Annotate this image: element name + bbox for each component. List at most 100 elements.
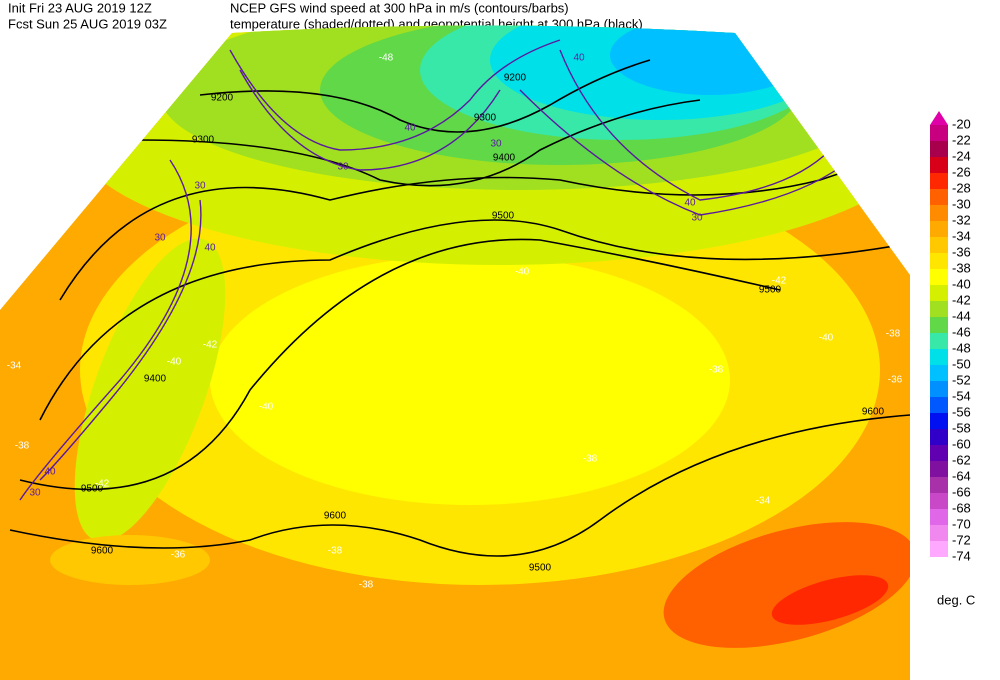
color-swatch [930,461,948,477]
height-label: 9500 [81,484,104,495]
height-contour [39,219,901,421]
legend-label: -34 [952,228,971,243]
temp-label: -34 [756,496,771,507]
map: 9200 9300 9400 9500 9500 9600 9600 9600 9500 9500… [0,25,910,680]
temp-label: -38 [359,580,374,591]
height-label: 9600 [324,511,347,522]
height-label: 9200 [504,73,527,84]
color-swatch [930,301,948,317]
title: NCEP GFS wind speed at 300 hPa in m/s (c… [230,0,569,15]
color-swatch [930,317,948,333]
temp-label: -38 [709,365,724,376]
color-swatch [930,493,948,509]
color-swatch [930,125,948,141]
height-contour [9,414,910,557]
color-swatch [930,381,948,397]
temp-shade [74,238,226,542]
legend-label: -28 [952,180,971,195]
temp-label: -40 [167,357,182,368]
temp-label: -38 [583,454,598,465]
color-swatch [930,285,948,301]
legend-label: -54 [952,388,971,403]
legend-label: -24 [952,148,971,163]
legend-label: -36 [952,244,971,259]
wind-label: 40 [44,467,56,478]
height-label: 9400 [493,153,516,164]
wind-label: 30 [691,213,703,224]
legend-label: -60 [952,436,971,451]
temp-label: -48 [379,53,394,64]
legend-label: -58 [952,420,971,435]
temp-label: -42 [95,479,110,490]
wind-label: 40 [684,198,696,209]
temp-label: -36 [171,550,186,561]
color-swatch [930,111,948,125]
color-swatch [930,221,948,237]
legend-label: -38 [952,260,971,275]
temp-label: -40 [259,402,274,413]
height-contour [139,99,701,187]
color-swatch [930,413,948,429]
height-label: 9500 [492,211,515,222]
wind-label: 40 [404,123,416,134]
color-swatch [930,189,948,205]
legend-label: -30 [952,196,971,211]
legend-label: -48 [952,340,971,355]
legend-label: -26 [952,164,971,179]
color-swatch [930,365,948,381]
temp-label: -38 [328,546,343,557]
wind-contour [19,159,192,501]
color-swatch [930,429,948,445]
temp-label: -40 [819,333,834,344]
wind-label: 30 [490,139,502,150]
color-swatch [930,269,948,285]
temp-shade [771,575,889,625]
color-swatch [930,141,948,157]
height-label: 9600 [862,407,885,418]
temp-label: -38 [886,329,901,340]
wind-label: 40 [573,53,585,64]
legend-label: -70 [952,516,971,531]
temp-shade [50,535,210,585]
legend-label: -46 [952,324,971,339]
color-swatch [930,397,948,413]
temp-shade [663,522,910,648]
color-swatch [930,173,948,189]
height-contour [199,59,651,133]
color-swatch [930,157,948,173]
wind-contour [559,49,831,201]
color-swatch [930,253,948,269]
height-label: 9200 [211,93,234,104]
unit-label: deg. C [937,592,975,607]
temp-label: -38 [15,441,30,452]
height-label: 9300 [474,113,497,124]
height-contour [59,149,910,301]
legend-label: -22 [952,132,971,147]
legend-label: -42 [952,292,971,307]
legend-label: -74 [952,548,971,563]
legend-label: -62 [952,452,971,467]
height-label: 9300 [192,135,215,146]
height-label: 9500 [759,285,782,296]
legend-label: -56 [952,404,971,419]
temp-label: -42 [772,276,787,287]
wind-contour [239,69,501,171]
legend-label: -64 [952,468,971,483]
color-swatch [930,525,948,541]
height-label: 9500 [529,563,552,574]
wind-label: 30 [194,181,206,192]
forecast-time: Fcst Sun 25 AUG 2019 03Z [8,16,167,31]
legend-label: -50 [952,356,971,371]
height-label: 9600 [91,546,114,557]
wind-label: 40 [204,243,216,254]
wind-contour [519,89,851,216]
legend-label: -66 [952,484,971,499]
legend-label: -20 [952,116,971,131]
temp-label: -36 [888,375,903,386]
color-swatch [930,333,948,349]
wind-contour [229,39,561,151]
color-swatch [930,477,948,493]
color-swatch [930,205,948,221]
temp-shade [210,255,730,505]
temp-label: -40 [515,267,530,278]
